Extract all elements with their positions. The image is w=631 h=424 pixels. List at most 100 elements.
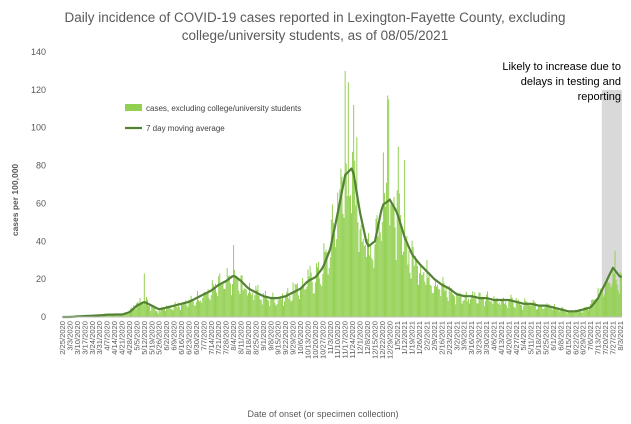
case-bar bbox=[268, 300, 270, 317]
case-bar bbox=[253, 300, 255, 317]
case-bar bbox=[318, 261, 320, 317]
case-bar bbox=[266, 296, 267, 317]
case-bar bbox=[540, 306, 542, 317]
case-bar bbox=[591, 299, 593, 317]
x-tick-label: 4/28/2020 bbox=[125, 321, 134, 355]
case-bar bbox=[391, 203, 393, 317]
case-bar bbox=[195, 301, 197, 317]
x-tick-label: 5/25/2021 bbox=[542, 321, 551, 355]
case-bar bbox=[154, 307, 156, 317]
legend-line-label: 7 day moving average bbox=[146, 124, 225, 133]
case-bar bbox=[233, 245, 235, 317]
case-bar bbox=[538, 304, 540, 317]
x-tick-label: 12/15/2020 bbox=[370, 321, 379, 359]
x-tick-label: 10/6/2020 bbox=[296, 321, 305, 355]
case-bar bbox=[145, 296, 147, 317]
case-bar bbox=[414, 255, 416, 317]
case-bar bbox=[491, 301, 493, 317]
x-tick-label: 10/13/2020 bbox=[304, 321, 313, 359]
case-bar bbox=[477, 303, 479, 317]
case-bar bbox=[535, 309, 537, 317]
x-tick-label: 4/20/2021 bbox=[504, 321, 513, 355]
case-bar bbox=[607, 280, 609, 317]
x-tick-label: 11/3/2020 bbox=[326, 321, 335, 354]
case-bar bbox=[541, 306, 543, 317]
case-bar bbox=[405, 242, 407, 317]
x-tick-label: 9/15/2020 bbox=[274, 321, 283, 355]
case-bar bbox=[229, 283, 231, 317]
case-bar bbox=[489, 301, 491, 317]
case-bar bbox=[608, 282, 610, 317]
case-bar bbox=[459, 292, 461, 317]
moving-average-line bbox=[62, 167, 623, 319]
x-tick-label: 10/27/2020 bbox=[318, 321, 327, 359]
case-bar bbox=[407, 264, 409, 317]
x-tick-label: 7/21/2020 bbox=[214, 321, 223, 355]
case-bar bbox=[287, 287, 289, 317]
case-bar bbox=[120, 315, 122, 317]
case-bar bbox=[522, 309, 524, 317]
case-bar bbox=[346, 195, 348, 317]
case-bar bbox=[353, 105, 355, 317]
case-bar bbox=[165, 311, 167, 317]
case-bar bbox=[313, 293, 315, 317]
x-tick-label: 4/14/2020 bbox=[110, 321, 119, 355]
case-bar bbox=[285, 296, 287, 317]
case-bar bbox=[322, 273, 324, 317]
case-bar bbox=[399, 215, 401, 317]
case-bar bbox=[133, 305, 135, 317]
case-bar bbox=[162, 307, 164, 317]
case-bar bbox=[371, 257, 373, 317]
case-bar bbox=[523, 305, 525, 317]
case-bar bbox=[362, 238, 364, 317]
case-bar bbox=[550, 308, 552, 317]
x-tick-label: 2/9/2021 bbox=[430, 321, 439, 351]
case-bar bbox=[142, 304, 144, 317]
case-bar bbox=[368, 233, 370, 317]
case-bar bbox=[397, 146, 399, 317]
case-bar bbox=[297, 295, 299, 317]
x-tick-label: 6/22/2021 bbox=[571, 321, 580, 355]
case-bar bbox=[454, 296, 456, 317]
case-bar bbox=[446, 297, 448, 317]
case-bar bbox=[178, 307, 180, 317]
case-bar bbox=[552, 306, 554, 317]
case-bar bbox=[330, 219, 332, 317]
case-bar bbox=[614, 250, 616, 317]
case-bar bbox=[184, 303, 186, 317]
case-bar bbox=[584, 307, 586, 317]
case-bar bbox=[370, 244, 372, 317]
case-bar bbox=[329, 257, 331, 317]
case-bar bbox=[139, 297, 141, 317]
case-bar bbox=[262, 293, 264, 317]
case-bar bbox=[466, 301, 468, 317]
case-bar bbox=[402, 254, 404, 317]
y-axis-ticks: 0 20 40 60 80 100 120 140 bbox=[31, 47, 46, 322]
case-bar bbox=[389, 225, 391, 317]
case-bar bbox=[175, 306, 177, 317]
case-bar bbox=[348, 196, 350, 317]
case-bar bbox=[331, 204, 333, 317]
case-bar bbox=[155, 311, 157, 317]
x-tick-label: 3/23/2021 bbox=[475, 321, 484, 355]
case-bar bbox=[481, 296, 483, 317]
case-bar bbox=[443, 282, 445, 317]
case-bar bbox=[411, 240, 413, 317]
case-bar bbox=[445, 287, 447, 317]
case-bar bbox=[242, 290, 244, 317]
case-bar bbox=[386, 182, 388, 317]
case-bar bbox=[280, 299, 282, 317]
x-tick-label: 3/24/2020 bbox=[88, 321, 97, 355]
case-bar bbox=[485, 294, 487, 317]
case-bar bbox=[113, 314, 114, 317]
case-bar bbox=[218, 276, 220, 317]
case-bar bbox=[573, 311, 575, 317]
case-bar bbox=[126, 313, 128, 317]
case-bar bbox=[347, 82, 349, 317]
case-bar bbox=[545, 304, 547, 317]
case-bar bbox=[574, 312, 576, 317]
case-bar bbox=[161, 308, 163, 317]
case-bar bbox=[534, 302, 536, 317]
case-bar bbox=[204, 291, 206, 317]
